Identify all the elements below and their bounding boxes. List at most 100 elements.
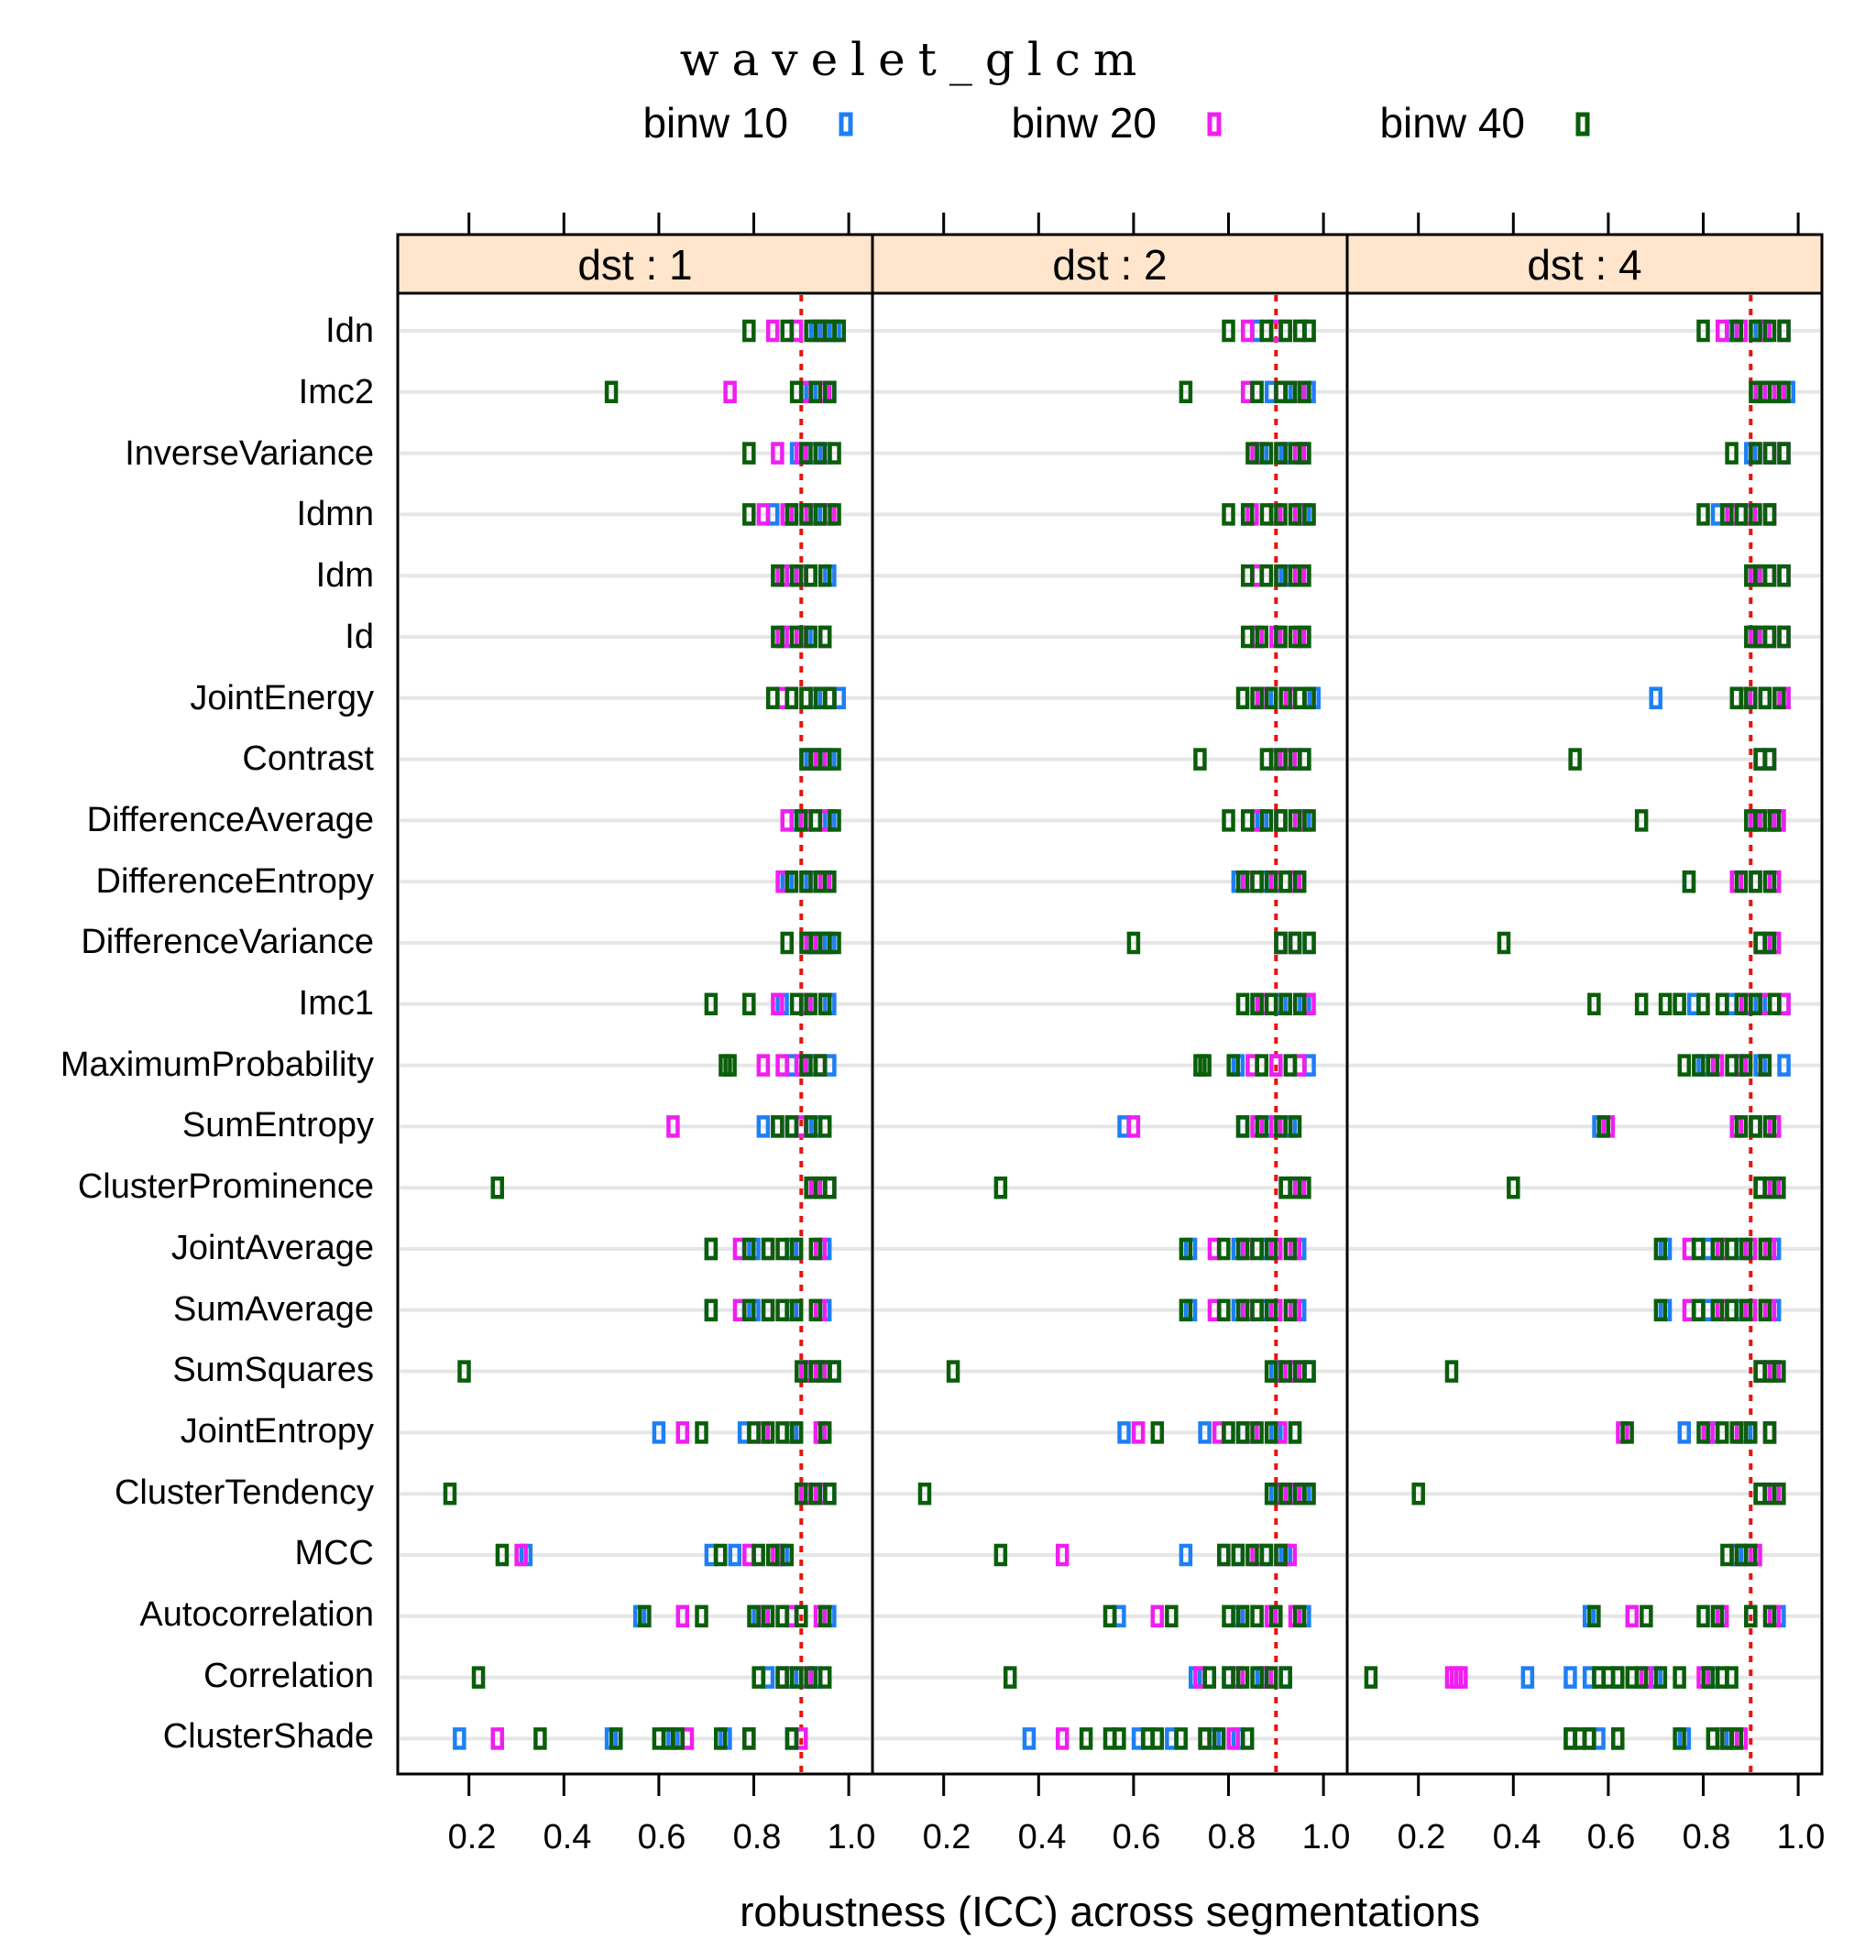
data-point xyxy=(1302,319,1316,343)
data-point xyxy=(1055,1543,1070,1567)
data-point xyxy=(1245,442,1259,465)
data-point xyxy=(1274,748,1288,771)
data-point xyxy=(1274,1115,1288,1138)
data-point xyxy=(1269,1054,1283,1077)
data-point xyxy=(1739,1054,1753,1077)
data-point xyxy=(780,1543,795,1567)
data-point xyxy=(1240,319,1255,343)
data-point xyxy=(1212,1727,1226,1750)
data-point xyxy=(1710,1604,1725,1628)
data-point xyxy=(1202,1666,1217,1689)
tick-label: 0.2 xyxy=(923,1818,971,1856)
data-point xyxy=(490,1727,505,1750)
data-point xyxy=(1696,319,1710,343)
tick-label: 0.6 xyxy=(638,1818,686,1856)
data-point xyxy=(1677,1421,1692,1444)
data-point xyxy=(1653,1666,1668,1689)
data-point xyxy=(789,1237,804,1261)
data-point xyxy=(1222,809,1235,832)
data-point xyxy=(993,1543,1008,1567)
category-label: SumEntropy xyxy=(182,1106,374,1144)
data-point xyxy=(1710,1298,1725,1322)
data-point xyxy=(789,1298,804,1322)
data-point xyxy=(1222,1666,1235,1689)
data-point xyxy=(1274,564,1288,587)
data-point xyxy=(828,503,841,526)
data-point xyxy=(1625,1604,1640,1628)
data-point xyxy=(742,442,756,465)
data-point xyxy=(1725,1298,1739,1322)
data-point xyxy=(1240,809,1255,832)
data-point xyxy=(946,1360,960,1383)
data-point xyxy=(704,1298,719,1322)
strip-label-3: dst : 4 xyxy=(1527,241,1641,289)
data-point xyxy=(1762,564,1777,587)
data-point xyxy=(1520,1666,1535,1689)
data-point xyxy=(789,564,804,587)
data-point xyxy=(1250,380,1264,404)
data-point xyxy=(1250,1298,1264,1322)
data-point xyxy=(1226,1727,1240,1750)
data-point xyxy=(1250,870,1264,893)
data-point xyxy=(1079,1727,1093,1750)
data-point xyxy=(1582,1727,1596,1750)
data-point xyxy=(775,1604,789,1628)
data-point xyxy=(1278,870,1292,893)
data-point xyxy=(1720,1543,1734,1567)
data-point xyxy=(742,503,756,526)
data-point xyxy=(675,1604,690,1628)
data-point xyxy=(1255,1054,1269,1077)
data-point xyxy=(804,564,817,587)
data-points xyxy=(443,319,1795,1750)
data-point xyxy=(1706,1054,1720,1077)
data-point xyxy=(1131,1421,1146,1444)
data-point xyxy=(723,380,737,404)
data-point xyxy=(1758,686,1772,710)
data-point xyxy=(775,1237,789,1261)
tick-label: 0.8 xyxy=(1208,1818,1256,1856)
data-point xyxy=(1302,931,1316,955)
data-point xyxy=(1753,809,1767,832)
data-point xyxy=(817,564,832,587)
data-point xyxy=(1497,931,1511,955)
data-point xyxy=(1150,1604,1165,1628)
data-point xyxy=(1696,1604,1710,1628)
data-point xyxy=(742,1727,756,1750)
data-point xyxy=(756,1115,771,1138)
legend: binw 10 binw 20 binw 40 xyxy=(642,99,1590,147)
data-point xyxy=(1235,1421,1250,1444)
data-point xyxy=(1103,1604,1117,1628)
data-point xyxy=(1231,1543,1245,1567)
category-label: JointAverage xyxy=(171,1229,374,1267)
data-point xyxy=(1198,1421,1212,1444)
data-point xyxy=(817,1666,832,1689)
data-point xyxy=(1150,1421,1165,1444)
category-label: JointEnergy xyxy=(190,679,374,717)
legend-label-binw40: binw 40 xyxy=(1379,99,1525,147)
data-point xyxy=(993,1176,1008,1199)
category-label: Id xyxy=(345,618,374,656)
data-point xyxy=(1772,1176,1786,1199)
legend-label-binw20: binw 20 xyxy=(1011,99,1157,147)
data-point xyxy=(789,992,804,1016)
data-point xyxy=(808,1482,823,1506)
data-point xyxy=(1222,1604,1235,1628)
data-point xyxy=(1259,1543,1274,1567)
category-label: Correlation xyxy=(203,1657,374,1695)
data-point xyxy=(780,809,795,832)
data-point xyxy=(1762,503,1777,526)
data-point xyxy=(1762,870,1777,893)
data-point xyxy=(1126,1115,1141,1138)
data-point xyxy=(1749,442,1762,465)
data-point xyxy=(1720,503,1734,526)
data-point xyxy=(828,931,841,955)
legend-key-binw20 xyxy=(1207,112,1222,137)
data-point xyxy=(1777,442,1791,465)
data-point xyxy=(1222,319,1235,343)
data-point xyxy=(1734,1115,1749,1138)
data-point xyxy=(1725,1054,1739,1077)
data-point xyxy=(765,319,780,343)
data-point xyxy=(695,1604,708,1628)
data-point xyxy=(723,1054,737,1077)
data-point xyxy=(808,380,823,404)
